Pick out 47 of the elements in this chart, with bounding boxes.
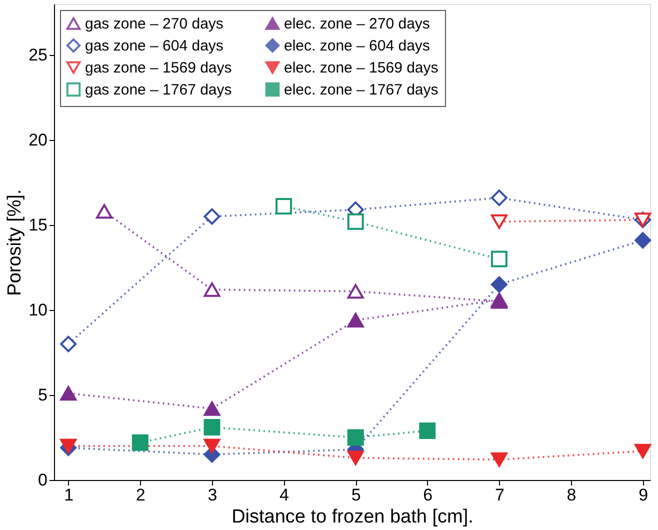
- point: [419, 422, 436, 439]
- legend-label: gas zone – 270 days: [85, 16, 224, 33]
- legend-label: elec. zone – 604 days: [284, 38, 430, 54]
- point: [634, 444, 652, 458]
- x-axis-title: Distance to frozen bath [cm].: [232, 506, 474, 528]
- point: [634, 232, 652, 249]
- legend-label: gas zone – 1767 days: [85, 82, 232, 98]
- point: [276, 198, 292, 215]
- point: [204, 438, 220, 454]
- point: [490, 190, 508, 206]
- y-tick-label: 5: [38, 386, 48, 404]
- point: [347, 429, 364, 446]
- y-tick-label: 0: [38, 470, 48, 490]
- y-tick-label: 10: [28, 300, 48, 320]
- legend-label: elec. zone – 1767 days: [284, 82, 438, 98]
- x-tick-label: 8: [566, 486, 576, 504]
- legend-label: gas zone – 604 days: [85, 38, 224, 54]
- x-tick-label: 9: [638, 486, 648, 504]
- legend-label: elec. zone – 1569 days: [284, 60, 438, 76]
- point: [490, 276, 508, 293]
- x-tick-label: 4: [280, 486, 290, 504]
- point: [347, 213, 364, 230]
- x-tick-label: 7: [494, 486, 504, 504]
- point: [347, 450, 364, 466]
- point: [347, 312, 364, 328]
- y-axis-title: Porosity [%].: [4, 189, 26, 296]
- y-tick-label: 25: [28, 46, 48, 64]
- x-tick-label: 5: [351, 486, 361, 504]
- point: [60, 336, 77, 352]
- point: [204, 208, 220, 225]
- legend-label: elec. zone – 270 days: [284, 16, 430, 33]
- legend-label: gas zone – 1569 days: [85, 60, 232, 76]
- point: [204, 282, 220, 297]
- point: [490, 452, 508, 467]
- point: [60, 386, 77, 401]
- point: [132, 434, 148, 451]
- x-tick-label: 3: [208, 486, 218, 504]
- x-tick-label: 1: [64, 486, 74, 504]
- y-tick-label: 15: [28, 216, 48, 234]
- point: [347, 284, 364, 299]
- point: [204, 401, 220, 416]
- x-tick-label: 2: [136, 486, 146, 504]
- point: [490, 250, 508, 268]
- x-tick-label: 6: [423, 486, 433, 504]
- y-tick-label: 20: [28, 130, 48, 150]
- point: [96, 204, 113, 219]
- point: [204, 419, 220, 436]
